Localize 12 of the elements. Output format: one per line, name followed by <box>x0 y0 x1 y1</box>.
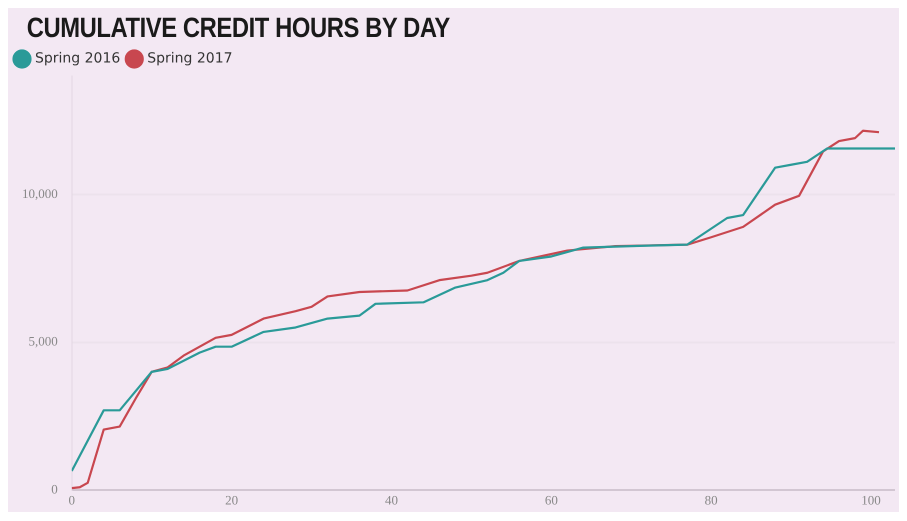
y-tick-label: 0 <box>51 482 58 497</box>
y-tick-label: 10,000 <box>22 186 58 201</box>
legend-label: Spring 2017 <box>147 50 233 67</box>
x-tick-label: 100 <box>861 492 881 508</box>
x-tick-label: 60 <box>544 492 558 508</box>
legend-label: Spring 2016 <box>35 50 120 67</box>
chart-title: CUMULATIVE CREDIT HOURS BY DAY <box>26 11 451 44</box>
x-tick-label: 20 <box>225 492 238 508</box>
y-tick-label: 5,000 <box>28 334 58 349</box>
x-tick-label: 80 <box>704 492 718 508</box>
x-tick-label: 40 <box>384 492 398 508</box>
x-tick-label: 0 <box>68 492 75 508</box>
